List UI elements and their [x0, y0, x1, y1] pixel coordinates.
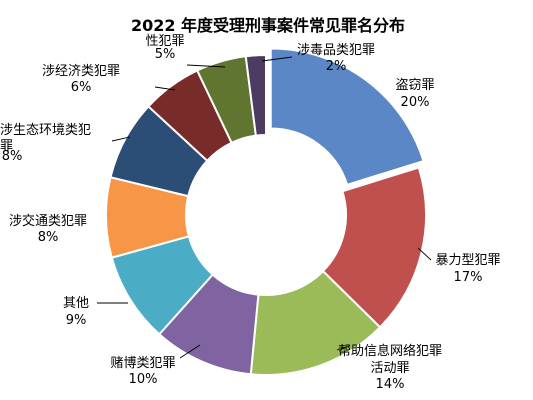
- data-label-name-暴力型犯罪: 暴力型犯罪: [435, 253, 500, 268]
- data-label-name-其他: 其他: [63, 296, 89, 311]
- data-label-value-其他: 9%: [66, 313, 87, 328]
- data-label-value-涉交通类犯罪: 8%: [38, 230, 59, 245]
- data-label-value-性犯罪: 5%: [155, 47, 176, 62]
- data-label-name-涉毒品类犯罪: 涉毒品类犯罪: [297, 43, 375, 58]
- leader-line-赌博类犯罪: [179, 344, 201, 359]
- data-label-name-赌博类犯罪: 赌博类犯罪: [110, 356, 175, 371]
- leader-line-帮助信息网络犯罪活动罪: [336, 345, 351, 351]
- data-label-name-性犯罪: 性犯罪: [145, 34, 184, 49]
- leader-line-涉经济类犯罪: [154, 86, 176, 91]
- data-label-name-帮助信息网络犯罪活动罪: 帮助信息网络犯罪: [338, 343, 442, 359]
- leader-line-涉毒品类犯罪: [261, 56, 293, 62]
- slice-涉毒品类犯罪: [244, 53, 267, 137]
- data-label-name-涉生态环境类犯罪: 涉生态环境类犯: [0, 123, 91, 138]
- chart-title: 2022 年度受理刑事案件常见罪名分布: [131, 16, 405, 35]
- data-label-name-涉生态环境类犯罪: 罪: [0, 139, 13, 154]
- data-label-value-盗窃罪: 20%: [401, 95, 430, 110]
- data-label-name-盗窃罪: 盗窃罪: [395, 77, 434, 93]
- data-label-value-赌博类犯罪: 10%: [129, 372, 158, 387]
- data-label-name-涉经济类犯罪: 涉经济类犯罪: [42, 64, 120, 79]
- leader-line-涉生态环境类犯罪: [111, 136, 131, 142]
- leader-line-性犯罪: [186, 64, 226, 68]
- data-label-value-涉生态环境类犯罪: 8%: [2, 149, 23, 164]
- data-label-name-涉交通类犯罪: 涉交通类犯罪: [9, 213, 87, 229]
- data-label-value-涉毒品类犯罪: 2%: [326, 59, 347, 74]
- slice-暴力型犯罪: [321, 166, 427, 329]
- data-label-value-暴力型犯罪: 17%: [454, 270, 483, 285]
- leader-line-暴力型犯罪: [417, 247, 432, 261]
- data-label-name-帮助信息网络犯罪活动罪: 活动罪: [370, 361, 409, 376]
- data-label-value-帮助信息网络犯罪活动罪: 14%: [376, 377, 405, 392]
- slices-group: [105, 47, 427, 376]
- slice-盗窃罪: [269, 47, 425, 187]
- data-label-value-涉经济类犯罪: 6%: [71, 80, 92, 95]
